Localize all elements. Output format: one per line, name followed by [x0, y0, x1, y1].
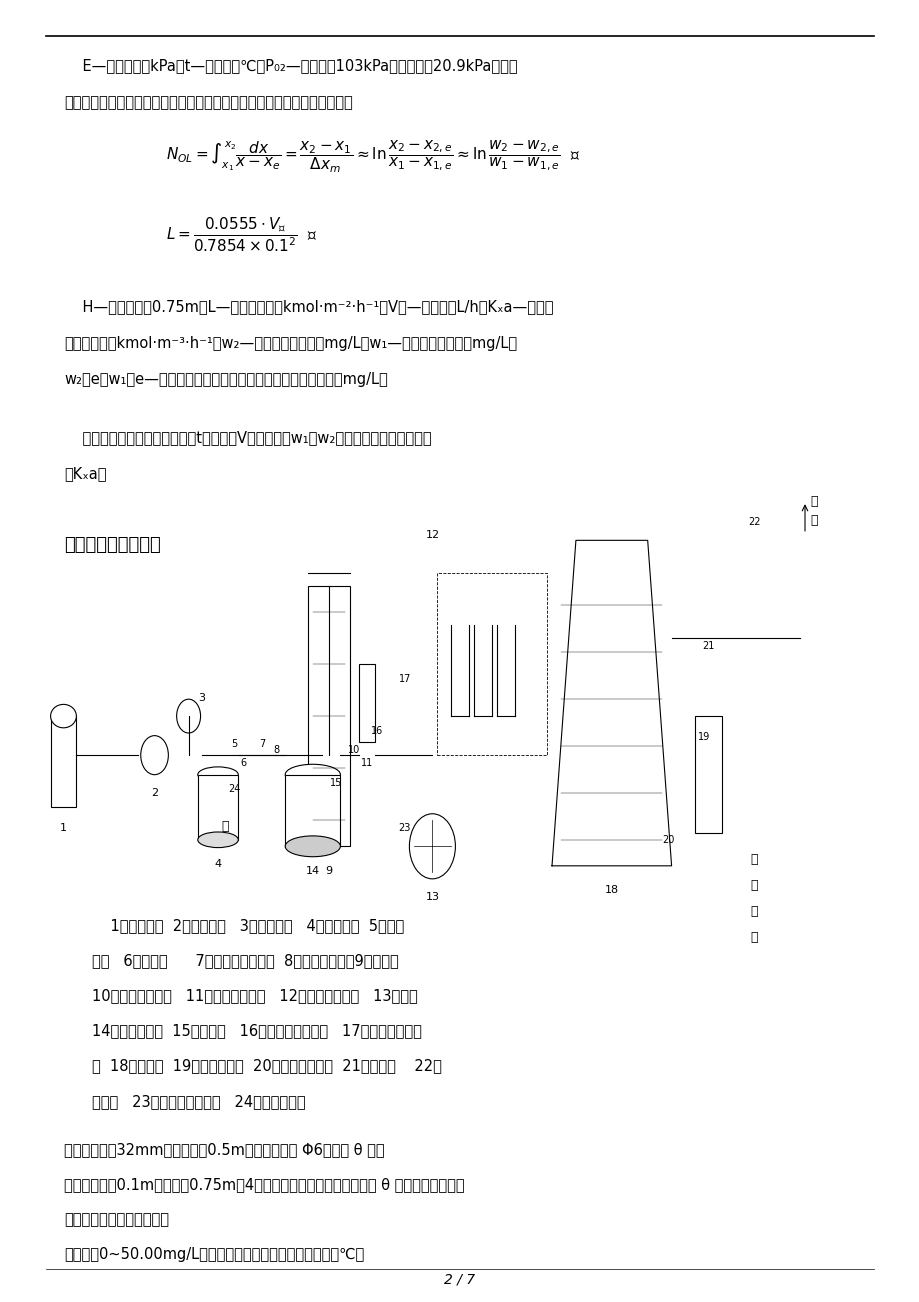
Text: 积传质系数，kmol·m⁻³·h⁻¹；w₂—富氧水质量浓度，mg/L；w₁—贫氧水质量浓度，mg/L；: 积传质系数，kmol·m⁻³·h⁻¹；w₂—富氧水质量浓度，mg/L；w₁—贫氧… — [64, 336, 517, 352]
Text: 13: 13 — [425, 892, 439, 902]
Text: 排: 排 — [750, 853, 757, 866]
Text: 24: 24 — [228, 784, 241, 794]
Text: E—亨利系数，kPa；t—水温度，℃；P₀₂—吸收时取103kPa，解吸时取20.9kPa。解吸: E—亨利系数，kPa；t—水温度，℃；P₀₂—吸收时取103kPa，解吸时取20… — [64, 59, 517, 74]
Text: 18: 18 — [604, 885, 618, 896]
Circle shape — [409, 814, 455, 879]
Bar — [308, 586, 349, 846]
Text: 10: 10 — [347, 745, 360, 755]
Text: 17: 17 — [398, 673, 411, 684]
Text: $N_{OL} = \int_{x_1}^{x_2}\dfrac{dx}{x - x_e} = \dfrac{x_2 - x_1}{\Delta x_m} \a: $N_{OL} = \int_{x_1}^{x_2}\dfrac{dx}{x -… — [165, 138, 579, 174]
Text: 3: 3 — [198, 693, 205, 703]
Bar — [694, 716, 721, 833]
Text: 14: 14 — [305, 866, 320, 876]
Text: 不锈钢波纹丝网规整填料；: 不锈钢波纹丝网规整填料； — [64, 1212, 169, 1228]
Text: 入: 入 — [750, 879, 757, 892]
Text: 地: 地 — [750, 905, 757, 918]
Circle shape — [176, 699, 200, 733]
Text: 沟: 沟 — [750, 931, 757, 944]
Text: 14、空气缓冲罐  15、温度计   16、空气流量调节阀   17、空气转子流量: 14、空气缓冲罐 15、温度计 16、空气流量调节阀 17、空气转子流量 — [92, 1023, 422, 1039]
Ellipse shape — [198, 767, 238, 783]
Bar — [46, 521, 873, 872]
Ellipse shape — [51, 704, 76, 728]
Text: 7: 7 — [259, 738, 265, 749]
Text: 吸收塔：塔径32mm，填料高度0.5m，调料类型是 Φ6不锈钢 θ 环；: 吸收塔：塔径32mm，填料高度0.5m，调料类型是 Φ6不锈钢 θ 环； — [64, 1142, 385, 1157]
Text: 计  18、解吸塔  19、液位平衡罐  20、贫氧水取样阀  21、温度计    22、: 计 18、解吸塔 19、液位平衡罐 20、贫氧水取样阀 21、温度计 22、 — [92, 1059, 441, 1074]
Bar — [51, 716, 76, 807]
Text: 15: 15 — [329, 777, 342, 788]
Text: 空: 空 — [810, 514, 817, 527]
Text: w₂，e、w₁，e—富氧水、贫氧水平衡含氧量，查表或实验测定，mg/L。: w₂，e、w₁，e—富氧水、贫氧水平衡含氧量，查表或实验测定，mg/L。 — [64, 372, 388, 388]
Text: 9: 9 — [325, 866, 332, 876]
Text: 四、实验流程和设备: 四、实验流程和设备 — [64, 536, 161, 555]
Text: 根据以上各式，测量出水温度t、水流量V水、氧浓度w₁、w₂，即可算出填料塔传质系: 根据以上各式，测量出水温度t、水流量V水、氧浓度w₁、w₂，即可算出填料塔传质系 — [64, 430, 432, 445]
Ellipse shape — [198, 832, 238, 848]
Text: 22: 22 — [747, 517, 760, 527]
Text: 排: 排 — [810, 495, 817, 508]
Text: 水: 水 — [221, 820, 229, 833]
Text: 12: 12 — [425, 530, 439, 540]
Text: 力表   6、平安阀      7、氧气流量调节阀  8、氧转子流量计9、吸收塔: 力表 6、平安阀 7、氧气流量调节阀 8、氧转子流量计9、吸收塔 — [92, 953, 398, 969]
Text: 溶氧仪：0~50.00mg/L（质量浓度），还能测量样品温度，℃；: 溶氧仪：0~50.00mg/L（质量浓度），还能测量样品温度，℃； — [64, 1247, 364, 1263]
Ellipse shape — [285, 764, 340, 785]
Text: 2: 2 — [151, 788, 158, 798]
Text: H—填料高度，0.75m；L—水摩尔流率，kmol·m⁻²·h⁻¹；V水—水流量，L/h；Kₓa—液相体: H—填料高度，0.75m；L—水摩尔流率，kmol·m⁻²·h⁻¹；V水—水流量… — [64, 299, 553, 315]
Text: 2 / 7: 2 / 7 — [444, 1272, 475, 1286]
Bar — [437, 573, 547, 755]
Text: 16: 16 — [370, 725, 383, 736]
Bar — [198, 775, 238, 840]
Text: 21: 21 — [701, 641, 714, 651]
Text: 8: 8 — [273, 745, 278, 755]
Circle shape — [141, 736, 168, 775]
Text: 4: 4 — [214, 859, 221, 870]
Bar — [358, 664, 375, 742]
Bar — [285, 775, 340, 846]
Text: 5: 5 — [232, 738, 237, 749]
Text: 19: 19 — [697, 732, 709, 742]
Text: 1: 1 — [60, 823, 67, 833]
Text: 1、氧气钢瓶  2、氧减压阀   3、氧压力表   4、氧缓冲罐  5、氧压: 1、氧气钢瓶 2、氧减压阀 3、氧压力表 4、氧缓冲罐 5、氧压 — [92, 918, 403, 934]
Text: 压差计   23、流量计前表压计   24、防水倒灌阀: 压差计 23、流量计前表压计 24、防水倒灌阀 — [92, 1094, 305, 1109]
Text: 过程的平衡线和操作线都是直线，传质单元数可用对数平均推动力法计算：: 过程的平衡线和操作线都是直线，传质单元数可用对数平均推动力法计算： — [64, 95, 353, 111]
Ellipse shape — [285, 836, 340, 857]
Text: 解吸塔：塔径0.1m填料高度0.75m，4种填料分别是瓷拉西环、不锈钢 θ 环、塑料星型环、: 解吸塔：塔径0.1m填料高度0.75m，4种填料分别是瓷拉西环、不锈钢 θ 环、… — [64, 1177, 464, 1193]
Text: $L = \dfrac{0.0555 \cdot V_{\rm 水}}{0.7854 \times 0.1^2}$  ；: $L = \dfrac{0.0555 \cdot V_{\rm 水}}{0.78… — [165, 215, 316, 254]
Text: 11: 11 — [360, 758, 373, 768]
Text: 数Kₓa。: 数Kₓa。 — [64, 466, 107, 482]
Text: 6: 6 — [241, 758, 246, 768]
Text: 20: 20 — [662, 835, 674, 845]
Text: 10、水流量调节阀   11、水转子流量计   12、富氧水取样阀   13、风机: 10、水流量调节阀 11、水转子流量计 12、富氧水取样阀 13、风机 — [92, 988, 417, 1004]
Text: 23: 23 — [398, 823, 411, 833]
